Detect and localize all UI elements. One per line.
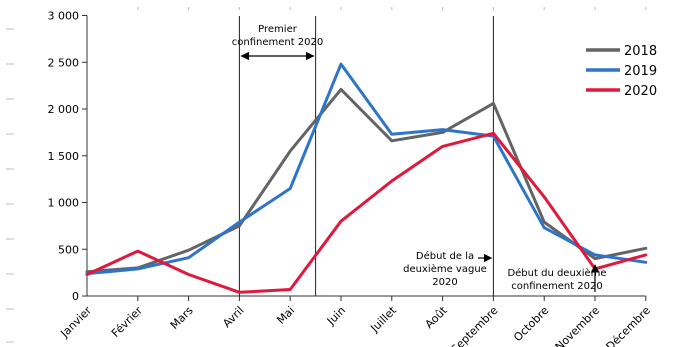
x-tick-label: Juin bbox=[324, 304, 348, 328]
annotation-premier-confinement: Premier bbox=[258, 24, 298, 35]
y-tick-label: 3 000 bbox=[48, 10, 80, 23]
x-tick-label: Mai bbox=[274, 304, 297, 327]
x-tick-label: Janvier bbox=[57, 304, 94, 341]
annotation-deuxieme-vague: 2020 bbox=[432, 277, 457, 288]
y-tick-label: 500 bbox=[58, 243, 79, 256]
annotation-deuxieme-vague: Début de la bbox=[416, 250, 474, 262]
x-tick-label: Septembre bbox=[449, 304, 501, 347]
series-line-2019 bbox=[85, 62, 648, 276]
x-tick-label: Avril bbox=[220, 304, 246, 330]
annotation-deuxieme-confinement: Début du deuxième bbox=[507, 267, 606, 279]
annotation-premier-confinement: confinement 2020 bbox=[232, 37, 324, 48]
series-line-2020 bbox=[85, 131, 648, 294]
y-tick-label: 2 000 bbox=[48, 103, 80, 116]
series-line-2018 bbox=[85, 87, 648, 274]
y-tick-label: 0 bbox=[72, 290, 79, 303]
legend-label-2020: 2020 bbox=[624, 84, 657, 99]
annotation-deuxieme-vague: deuxième vague bbox=[403, 263, 487, 275]
legend-label-2018: 2018 bbox=[624, 44, 657, 59]
x-tick-label: Décembre bbox=[604, 304, 654, 347]
x-tick-label: Novembre bbox=[553, 304, 603, 347]
legend-label-2019: 2019 bbox=[624, 64, 657, 79]
annotation-deuxieme-confinement: confinement 2020 bbox=[511, 281, 603, 292]
y-tick-label: 1 000 bbox=[48, 197, 80, 210]
x-tick-label: Juillet bbox=[367, 303, 399, 335]
y-tick-label: 2 500 bbox=[48, 56, 80, 69]
x-tick-label: Mars bbox=[168, 304, 196, 332]
x-tick-label: Août bbox=[423, 303, 451, 331]
x-tick-label: Février bbox=[109, 304, 145, 340]
x-tick-label: Octobre bbox=[511, 304, 551, 344]
y-tick-label: 1 500 bbox=[48, 150, 80, 163]
